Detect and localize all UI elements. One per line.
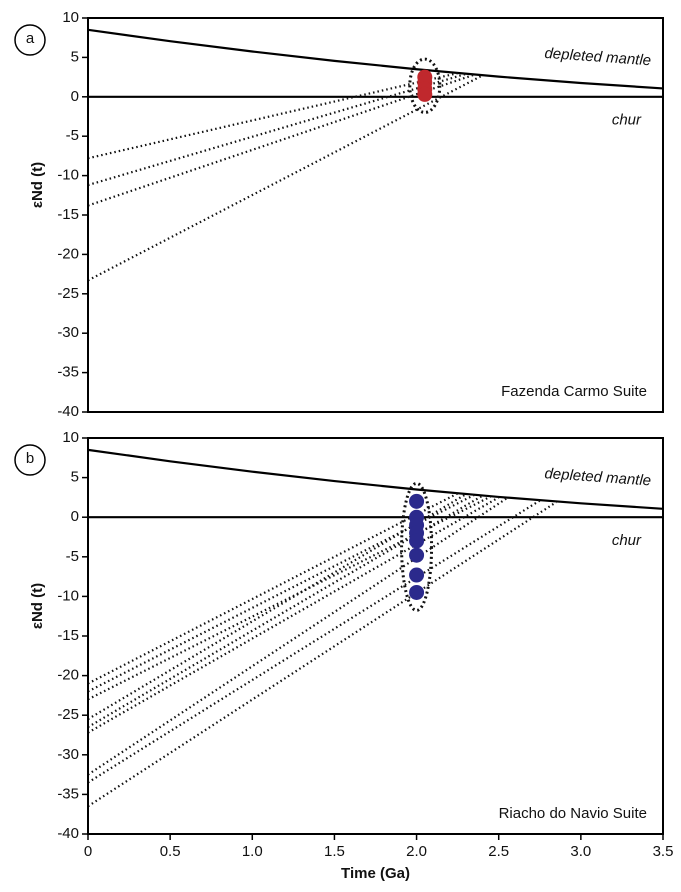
y-tick-label: 5 xyxy=(71,48,79,65)
model-line xyxy=(87,497,508,776)
model-line xyxy=(87,496,500,734)
series-line xyxy=(87,448,664,510)
y-tick-label: -30 xyxy=(57,746,79,763)
sample-envelope xyxy=(400,481,434,612)
model-line xyxy=(87,493,467,721)
model-line xyxy=(87,495,491,701)
x-tick-label: 0 xyxy=(84,843,92,860)
x-axis-label: Time (Ga) xyxy=(341,865,410,882)
model-line xyxy=(87,73,475,207)
x-tick-label: 1.5 xyxy=(324,843,345,860)
panel-label: a xyxy=(26,30,35,47)
series-label: chur xyxy=(612,532,642,549)
panel-label-ring xyxy=(14,24,46,56)
panel-label: b xyxy=(26,450,34,467)
y-tick-label: 10 xyxy=(62,9,79,26)
y-tick-label: -5 xyxy=(66,548,79,565)
x-tick-label: 1.0 xyxy=(242,843,263,860)
series-label: depleted mantle xyxy=(544,45,652,69)
y-tick-label: -15 xyxy=(57,206,79,223)
panel-label-ring xyxy=(14,444,46,476)
x-tick-label: 2.0 xyxy=(406,843,427,860)
plot-frame xyxy=(87,437,664,835)
y-tick-label: 10 xyxy=(62,429,79,446)
sample-point xyxy=(409,547,425,563)
y-tick-label: -40 xyxy=(57,825,79,842)
series-label: depleted mantle xyxy=(544,465,652,489)
sample-point xyxy=(409,584,425,600)
y-tick-label: 5 xyxy=(71,469,79,486)
annotation: Riacho do Navio Suite xyxy=(499,805,647,822)
y-tick-label: -25 xyxy=(57,285,79,302)
y-tick-label: 0 xyxy=(71,508,79,525)
x-tick-label: 3.0 xyxy=(570,843,591,860)
model-line xyxy=(87,499,541,784)
y-tick-label: -40 xyxy=(57,403,79,420)
sample-point xyxy=(409,533,425,549)
annotation: Fazenda Carmo Suite xyxy=(501,383,647,400)
series-line xyxy=(87,28,664,90)
y-axis-label: εNd (t) xyxy=(29,583,46,629)
model-line xyxy=(87,74,483,282)
y-tick-label: -20 xyxy=(57,245,79,262)
y-tick-label: -15 xyxy=(57,627,79,644)
y-tick-label: -25 xyxy=(57,706,79,723)
y-tick-label: -30 xyxy=(57,324,79,341)
sample-point xyxy=(417,86,433,102)
model-line xyxy=(87,72,458,160)
x-tick-label: 2.5 xyxy=(488,843,509,860)
plot-frame xyxy=(87,17,664,413)
series-label: chur xyxy=(612,111,642,128)
sample-point xyxy=(409,567,425,583)
model-line xyxy=(87,501,557,808)
y-tick-label: -20 xyxy=(57,667,79,684)
model-line xyxy=(87,492,459,685)
x-tick-label: 3.5 xyxy=(653,843,674,860)
y-tick-label: -10 xyxy=(57,587,79,604)
x-tick-label: 0.5 xyxy=(160,843,181,860)
sample-point xyxy=(409,493,425,509)
y-tick-label: -10 xyxy=(57,167,79,184)
y-tick-label: -5 xyxy=(66,127,79,144)
y-tick-label: -35 xyxy=(57,364,79,381)
y-tick-label: 0 xyxy=(71,88,79,105)
y-tick-label: -35 xyxy=(57,785,79,802)
sample-envelope xyxy=(408,57,442,114)
y-axis-label: εNd (t) xyxy=(29,162,46,208)
